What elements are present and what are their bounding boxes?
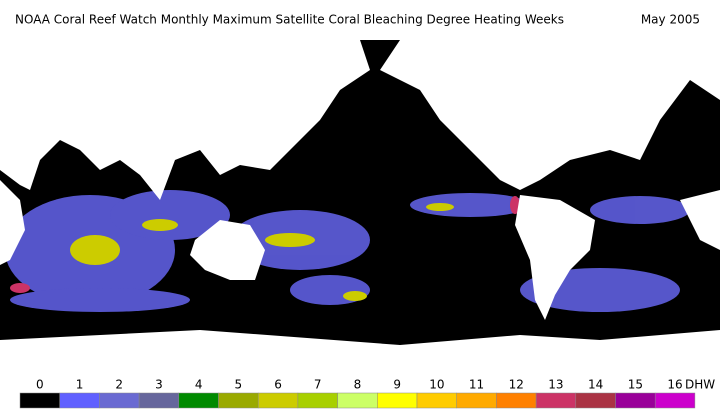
legend-swatch	[575, 392, 616, 409]
legend-swatch	[59, 392, 100, 409]
legend-swatch	[138, 392, 180, 409]
legend-label: 8	[354, 378, 362, 392]
legend-label: 14	[588, 378, 603, 392]
legend-label: 2	[115, 378, 123, 392]
legend-label: 13	[548, 378, 563, 392]
legend-label: 3	[155, 378, 163, 392]
legend: 0 1 2 3 4 5 6 7 8 9 10 11 12 13 14 15 16 DHW	[19, 378, 715, 409]
legend-swatch	[218, 392, 259, 409]
legend-swatch	[178, 392, 219, 409]
legend-label: 1	[76, 378, 84, 392]
map-title: NOAA Coral Reef Watch Monthly Maximum Sa…	[15, 13, 564, 27]
legend-label: 10	[429, 378, 444, 392]
legend-swatch	[337, 392, 378, 409]
map-date: May 2005	[641, 13, 700, 27]
legend-unit: DHW	[685, 378, 715, 392]
legend-swatch	[257, 392, 299, 409]
map	[0, 40, 720, 380]
legend-swatch	[615, 392, 656, 409]
legend-label: 15	[628, 378, 643, 392]
legend-swatch	[416, 392, 457, 409]
land	[0, 40, 720, 380]
legend-swatch	[297, 392, 338, 409]
legend-swatch	[99, 392, 140, 409]
legend-label: 6	[274, 378, 282, 392]
legend-label: 0	[36, 378, 44, 392]
legend-swatch	[19, 392, 60, 409]
legend-label: 11	[469, 378, 484, 392]
legend-label: 12	[509, 378, 524, 392]
legend-swatch	[496, 392, 537, 409]
legend-swatch	[654, 392, 696, 409]
legend-label: 7	[314, 378, 322, 392]
legend-swatch	[456, 392, 497, 409]
legend-swatch	[535, 392, 577, 409]
legend-swatch	[377, 392, 418, 409]
legend-label: 16	[667, 378, 682, 392]
legend-label: 5	[235, 378, 243, 392]
warm-areas	[70, 203, 454, 301]
legend-label: 9	[393, 378, 401, 392]
legend-label: 4	[195, 378, 203, 392]
